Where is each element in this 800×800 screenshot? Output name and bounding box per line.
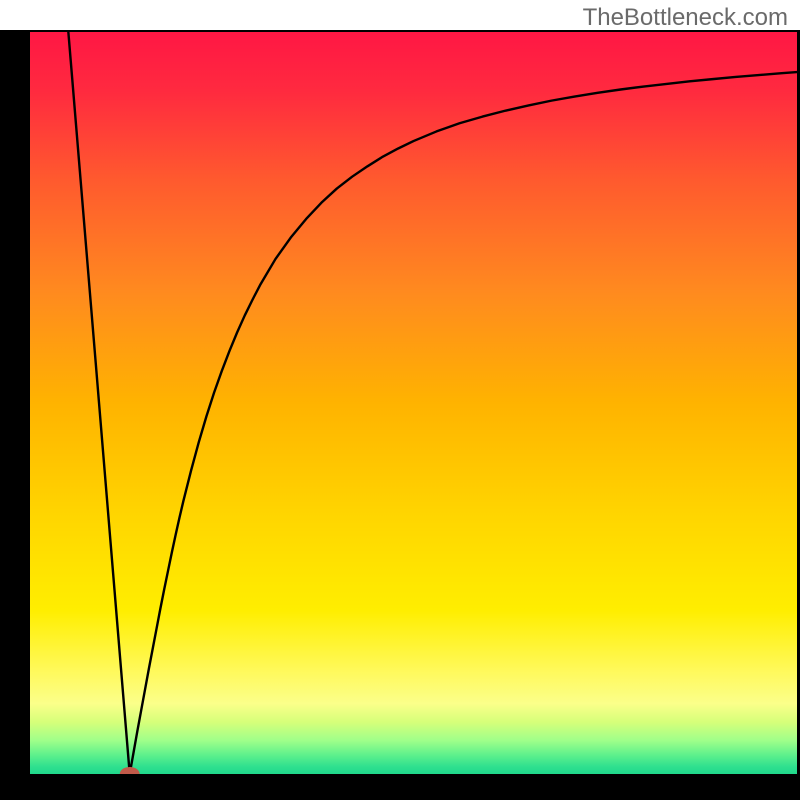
- plot-overlay-svg: [30, 32, 797, 774]
- curve-minimum-marker: [120, 767, 140, 774]
- chart-root: TheBottleneck.com: [0, 0, 800, 800]
- plot-frame: [0, 30, 800, 800]
- bottleneck-curve: [68, 32, 797, 774]
- watermark-text: TheBottleneck.com: [583, 4, 788, 32]
